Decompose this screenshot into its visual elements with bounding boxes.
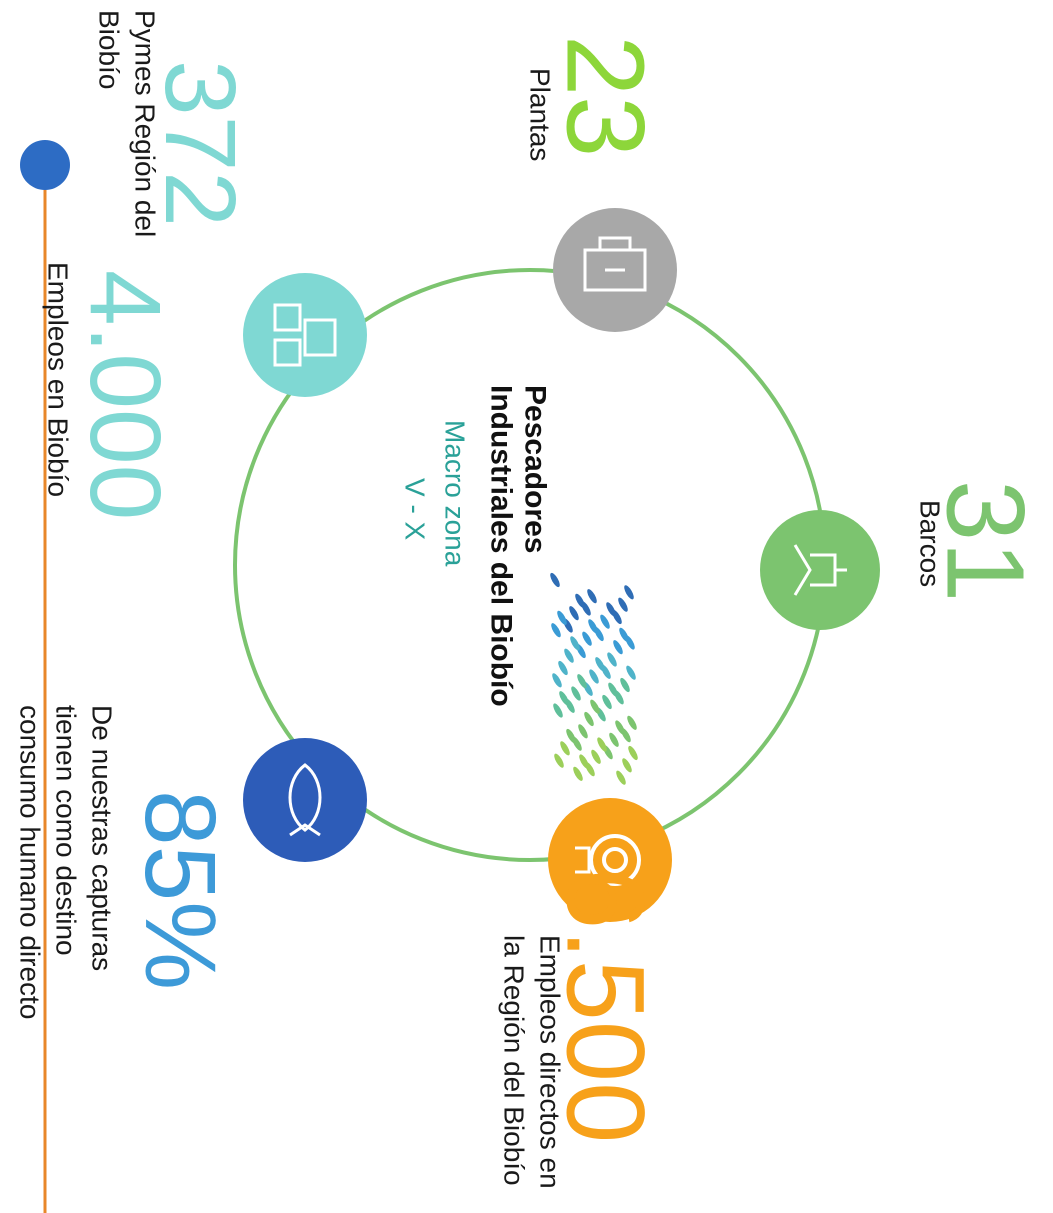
- fish: [628, 745, 638, 761]
- fish-school: [550, 572, 638, 785]
- fish: [622, 758, 632, 773]
- fish: [608, 682, 618, 697]
- fish: [626, 665, 636, 680]
- fish: [558, 660, 568, 676]
- stat-label: tienen como destino: [51, 705, 82, 956]
- fish: [577, 674, 587, 689]
- stat-value: 85%: [124, 790, 236, 990]
- fish: [609, 732, 619, 747]
- fish: [590, 699, 600, 714]
- stat-value: 23: [544, 35, 667, 157]
- fish: [554, 753, 564, 768]
- fish: [570, 636, 580, 651]
- icon-plant: [553, 208, 677, 332]
- fish: [587, 589, 597, 604]
- stat-label: Empleos en Biobío: [43, 262, 74, 497]
- stat-label: Empleos directos en: [535, 935, 566, 1189]
- fish: [553, 703, 563, 718]
- center-subtitle: Macro zona: [440, 420, 471, 567]
- fish: [584, 711, 594, 727]
- fish: [591, 749, 601, 764]
- fish: [589, 669, 599, 684]
- fish: [569, 606, 579, 621]
- stat-label: De nuestras capturas: [87, 705, 118, 971]
- fish: [595, 657, 605, 672]
- fish: [624, 585, 634, 600]
- center-subtitle: V - X: [400, 478, 431, 541]
- fish: [615, 720, 625, 735]
- fish: [564, 648, 574, 663]
- fish: [575, 593, 585, 608]
- center-title: Pescadores: [519, 385, 552, 553]
- fish: [613, 640, 623, 655]
- fish: [620, 677, 630, 693]
- icon-fish: [243, 738, 367, 862]
- fish: [602, 694, 612, 710]
- stat-value: 31: [924, 480, 1047, 602]
- fish: [566, 728, 576, 744]
- stat-value: 372: [144, 60, 256, 227]
- fish: [573, 766, 583, 781]
- fish: [559, 691, 569, 706]
- icon-boat: [760, 510, 880, 630]
- stat-value: 6.500: [544, 868, 667, 1143]
- fish: [550, 572, 560, 588]
- icon-business: [243, 273, 367, 397]
- stat-label: la Región del Biobío: [499, 935, 530, 1186]
- stat-label: Pymes Región del: [130, 10, 161, 237]
- fish: [616, 770, 626, 785]
- stat-label: Plantas: [525, 68, 556, 161]
- fish: [582, 631, 592, 646]
- icon-target: [548, 798, 672, 922]
- stat-label: consumo humano directo: [15, 705, 46, 1019]
- fish: [600, 614, 610, 629]
- stat-value: 4.000: [69, 270, 181, 520]
- fish: [606, 602, 616, 617]
- fish: [551, 623, 561, 638]
- fish: [597, 737, 607, 752]
- fish: [557, 610, 567, 625]
- fish: [627, 715, 637, 730]
- fish: [578, 724, 588, 739]
- stat-label: Biobío: [94, 10, 125, 89]
- fish: [619, 627, 629, 642]
- fish: [560, 741, 570, 756]
- timeline-dot: [20, 140, 70, 190]
- stat-label: Barcos: [915, 500, 946, 587]
- fish: [588, 619, 598, 634]
- fish: [571, 686, 581, 701]
- fish: [618, 597, 628, 612]
- fish: [552, 673, 562, 688]
- fish: [579, 754, 589, 769]
- fish: [607, 652, 617, 667]
- center-title: Industriales del Biobío: [485, 385, 518, 707]
